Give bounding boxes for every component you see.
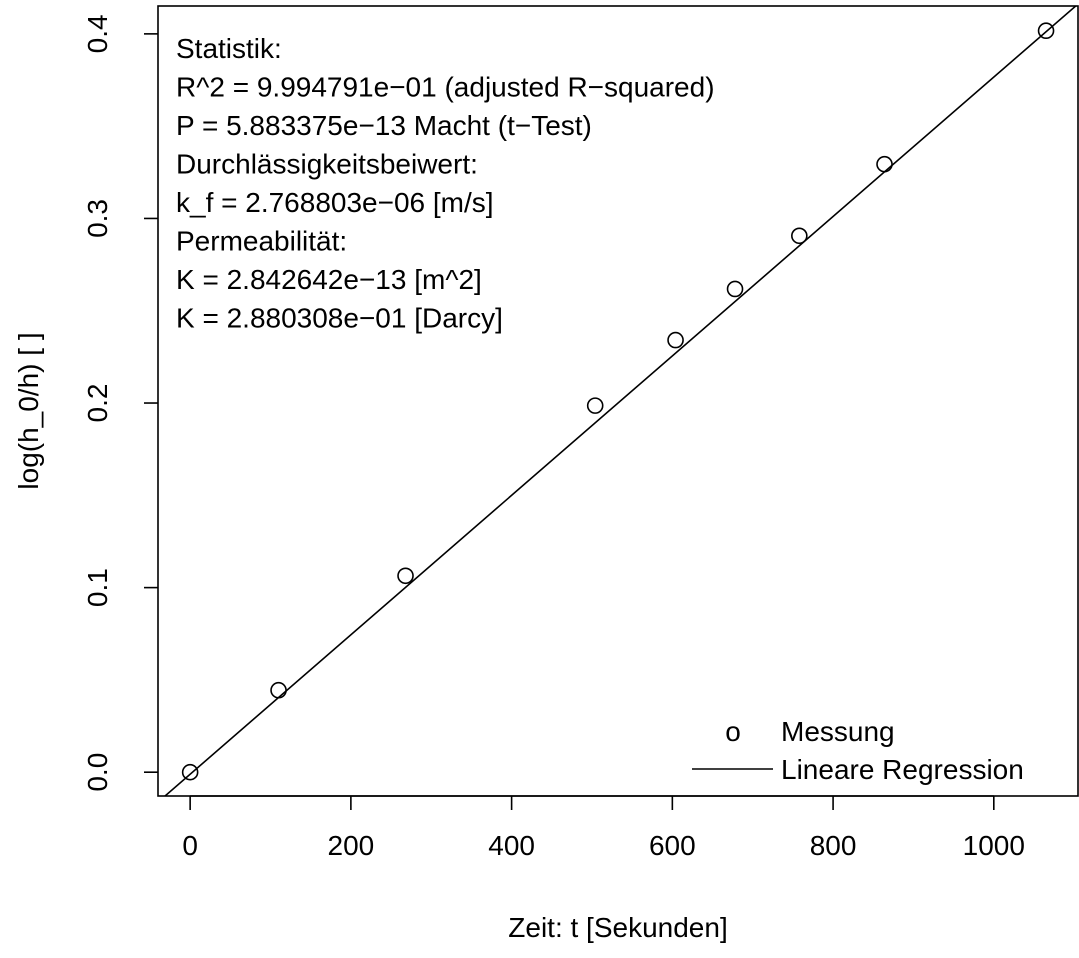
data-point (876, 155, 893, 173)
data-point (270, 681, 287, 699)
data-point (181, 763, 199, 781)
legend: o Messung Lineare Regression (692, 716, 1024, 785)
statistics-annotation: Statistik: R^2 = 9.994791e−01 (adjusted R… (176, 33, 715, 334)
y-tick-label: 0.2 (82, 384, 113, 423)
annotation-line: R^2 = 9.994791e−01 (adjusted R−squared) (176, 72, 715, 103)
x-tick-label: 400 (488, 830, 535, 861)
x-tick-label: 600 (649, 830, 696, 861)
data-point (586, 397, 604, 414)
x-tick-label: 200 (328, 830, 375, 861)
annotation-line: K = 2.880308e−01 [Darcy] (176, 303, 503, 334)
legend-label-messung: Messung (781, 716, 895, 747)
data-point (1037, 22, 1055, 40)
x-tick-label: 0 (182, 830, 198, 861)
x-axis-label: Zeit: t [Sekunden] (508, 912, 727, 943)
annotation-line: P = 5.883375e−13 Macht (t−Test) (176, 110, 592, 141)
plot-area (163, 6, 1077, 796)
annotation-line: K = 2.842642e−13 [m^2] (176, 264, 482, 295)
data-point (726, 280, 744, 298)
y-tick-label: 0.0 (82, 753, 113, 792)
data-point (397, 567, 414, 585)
annotation-line: Statistik: (176, 33, 282, 64)
y-tick-label: 0.3 (82, 199, 113, 238)
regression-line (163, 6, 1077, 796)
y-tick-label: 0.1 (82, 568, 113, 607)
x-tick-label: 1000 (963, 830, 1025, 861)
annotation-line: Durchlässigkeitsbeiwert: (176, 149, 478, 180)
annotation-line: Permeabilität: (176, 226, 347, 257)
data-point (791, 227, 808, 245)
y-tick-label: 0.4 (82, 14, 113, 53)
legend-marker-symbol: o (725, 716, 741, 747)
legend-label-regression: Lineare Regression (781, 754, 1024, 785)
y-axis-label: log(h_0/h) [ ] (13, 332, 44, 489)
annotation-line: k_f = 2.768803e−06 [m/s] (176, 187, 494, 218)
x-tick-label: 800 (810, 830, 857, 861)
axes: 0 200 400 600 800 1000 0.0 0.1 0.2 0.3 0.4 (82, 5, 1079, 861)
data-point (667, 331, 684, 349)
